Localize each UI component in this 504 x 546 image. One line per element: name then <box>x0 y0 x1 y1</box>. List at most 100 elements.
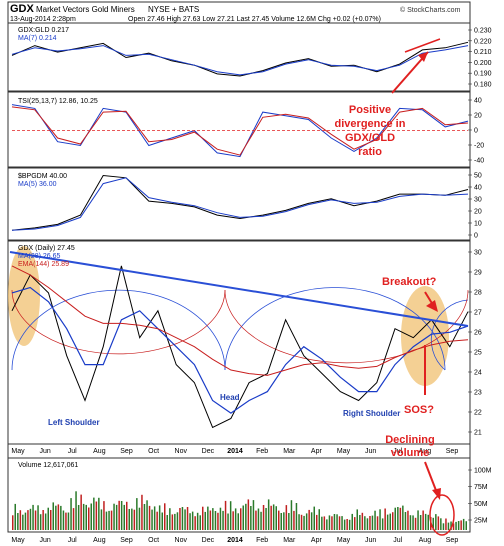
volume-bar <box>136 498 138 530</box>
tick-label: 50 <box>474 173 482 180</box>
ratio-ticks: 0.230 0.220 0.210 0.200 0.190 0.180 <box>468 28 492 89</box>
annot-breakout-arrowhead <box>426 300 438 312</box>
x-tick-label: Feb <box>256 448 268 455</box>
volume-bar <box>351 513 353 530</box>
price-legend-2: MA(28) 26.65 <box>18 253 61 260</box>
x-tick-label: May <box>11 537 25 544</box>
x-tick-label: Sep <box>446 448 459 455</box>
volume-bar <box>455 521 457 530</box>
x-tick-label: Oct <box>148 537 159 544</box>
annot-positive-3: GDX/GLD <box>345 132 395 144</box>
volume-bar <box>234 508 237 530</box>
x-tick-label: Dec <box>202 537 215 544</box>
price-legend-1: GDX (Daily) 27.45 <box>18 245 75 252</box>
volume-bar <box>120 501 123 530</box>
volume-bar <box>19 510 22 530</box>
tick-label: 30 <box>474 197 482 204</box>
volume-bar <box>196 512 199 530</box>
tick-label: 50M <box>474 501 488 508</box>
x-tick-label: Jun <box>365 448 376 455</box>
volume-bar <box>95 501 98 530</box>
volume-bar <box>290 500 293 530</box>
volume-bar <box>27 510 29 530</box>
tick-label: 26 <box>474 330 482 337</box>
volume-bar <box>14 503 16 530</box>
header-symbol: GDX <box>10 3 35 15</box>
volume-bar <box>252 500 255 530</box>
volume-bar <box>232 511 234 530</box>
volume-bars <box>12 491 467 530</box>
volume-bar <box>217 512 219 530</box>
annot-declining-1: Declining <box>385 434 435 446</box>
volume-bar <box>93 497 95 530</box>
volume-bar <box>186 507 189 530</box>
volume-bar <box>414 517 417 530</box>
volume-bar <box>184 509 186 530</box>
annot-positive-4: ratio <box>358 146 382 158</box>
volume-bar <box>80 494 82 530</box>
volume-bar <box>343 519 346 530</box>
tick-label: 20 <box>474 113 482 120</box>
volume-bar <box>326 519 328 530</box>
label-head: Head <box>220 393 240 402</box>
volume-bar <box>189 513 191 530</box>
volume-bar <box>219 507 222 530</box>
label-right-shoulder: Right Shoulder <box>343 409 400 418</box>
tick-label: 0 <box>474 128 478 135</box>
volume-bar <box>212 508 214 530</box>
tick-label: 25 <box>474 350 482 357</box>
volume-bar <box>118 500 120 530</box>
volume-bar <box>202 506 204 530</box>
volume-bar <box>328 515 331 530</box>
volume-bar <box>12 515 14 530</box>
tick-label: 75M <box>474 484 488 491</box>
tick-label: 0.180 <box>474 82 492 89</box>
volume-bar <box>278 510 280 530</box>
volume-bar <box>222 510 224 530</box>
bpgdm-lines <box>11 174 469 231</box>
volume-bar <box>303 515 305 530</box>
volume-bar <box>67 512 70 530</box>
annot-positive-2: divergence in <box>335 118 406 130</box>
volume-bar <box>103 501 105 530</box>
volume-bar <box>402 505 404 530</box>
tsi-ticks: 40 20 0 -20 -40 <box>468 98 484 165</box>
tick-label: 0.190 <box>474 71 492 78</box>
panel-price: GDX (Daily) 27.45 MA(28) 26.65 EMA(144) … <box>7 240 482 445</box>
tick-label: 0.210 <box>474 49 492 56</box>
x-tick-label: Jul <box>68 537 77 544</box>
x-tick-label: Nov <box>175 537 188 544</box>
x-tick-label: Jun <box>39 448 50 455</box>
x-tick-label: Jun <box>365 537 376 544</box>
volume-bar <box>199 515 201 530</box>
x-tick-label: Jul <box>393 448 402 455</box>
volume-bar <box>85 504 87 530</box>
volume-bar <box>194 516 196 530</box>
volume-bar <box>131 508 133 530</box>
volume-bar <box>447 522 450 530</box>
volume-bar <box>369 516 371 530</box>
tick-label: 40 <box>474 98 482 105</box>
volume-bar <box>156 511 158 530</box>
volume-bar <box>270 505 272 530</box>
volume-bar <box>462 518 465 530</box>
volume-bar <box>338 516 341 530</box>
volume-bar <box>98 497 100 530</box>
x-tick-label: Aug <box>93 448 106 455</box>
price-legend-3: EMA(144) 25.89 <box>18 261 69 268</box>
volume-bar <box>457 521 460 530</box>
volume-bar <box>100 509 103 530</box>
cycle-arc-upper-0 <box>11 289 226 371</box>
volume-bar <box>293 510 295 530</box>
volume-bar <box>346 519 348 530</box>
volume-bar <box>288 513 290 530</box>
volume-bar <box>174 513 176 530</box>
volume-bar <box>237 513 239 530</box>
tick-label: 20 <box>474 209 482 216</box>
volume-bar <box>65 512 67 530</box>
panel-ratio: GDX:GLD 0.217 MA(7) 0.214 0.230 0.220 0.21… <box>7 22 492 92</box>
volume-bar <box>133 509 136 530</box>
volume-bar <box>399 507 402 530</box>
volume-bar <box>424 513 427 530</box>
